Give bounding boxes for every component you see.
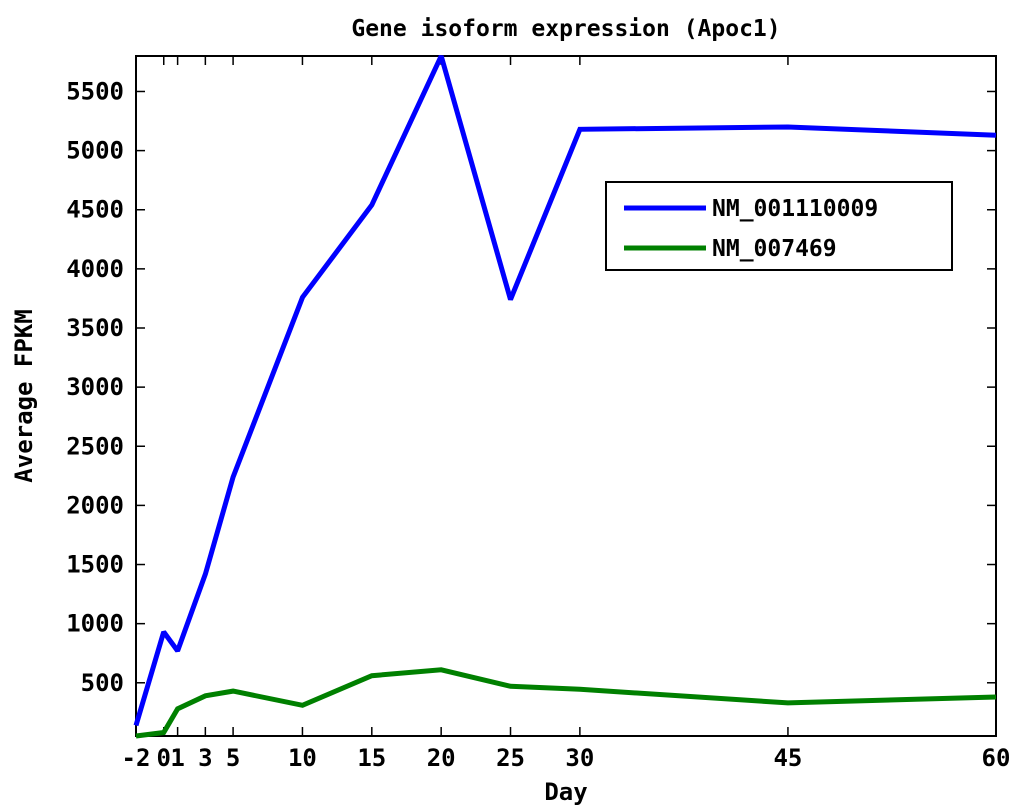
y-tick-label: 3500 bbox=[66, 314, 124, 342]
series-line-1 bbox=[133, 54, 997, 727]
series-lines bbox=[133, 54, 997, 739]
x-tick-label: 30 bbox=[565, 744, 594, 772]
x-axis-title: Day bbox=[544, 778, 587, 806]
y-tick-label: 2000 bbox=[66, 491, 124, 519]
y-tick-label: 4500 bbox=[66, 196, 124, 224]
x-tick-label: 5 bbox=[226, 744, 240, 772]
x-tick-labels: -2 0 1 3 5 10 15 20 25 30 45 60 bbox=[122, 744, 1011, 772]
y-axis-title: Average FPKM bbox=[10, 309, 38, 482]
x-tick-label: 15 bbox=[357, 744, 386, 772]
y-tick-label: 2500 bbox=[66, 432, 124, 460]
legend: NM_001110009 NM_007469 bbox=[605, 181, 953, 271]
x-tick-label: 45 bbox=[773, 744, 802, 772]
x-tick-label: 20 bbox=[427, 744, 456, 772]
axis-ticks bbox=[135, 56, 997, 736]
y-tick-label: 4000 bbox=[66, 255, 124, 283]
x-tick-label: 25 bbox=[496, 744, 525, 772]
y-tick-label: 5000 bbox=[66, 137, 124, 165]
x-tick-label: 3 bbox=[198, 744, 212, 772]
y-tick-label: 5500 bbox=[66, 77, 124, 105]
legend-box bbox=[605, 181, 953, 271]
x-tick-label: 0 bbox=[157, 744, 171, 772]
x-tick-label: 1 bbox=[170, 744, 184, 772]
x-tick-label: -2 bbox=[122, 744, 151, 772]
y-tick-label: 500 bbox=[81, 669, 124, 697]
y-tick-label: 1500 bbox=[66, 551, 124, 579]
x-tick-label: 10 bbox=[288, 744, 317, 772]
legend-label-series-1: NM_001110009 bbox=[712, 196, 878, 222]
x-tick-label: 60 bbox=[982, 744, 1011, 772]
series-line-2 bbox=[135, 667, 997, 739]
chart-title: Gene isoform expression (Apoc1) bbox=[351, 16, 780, 42]
y-tick-label: 1000 bbox=[66, 610, 124, 638]
y-tick-labels: 500 1000 1500 2000 2500 3000 3500 4000 4500 5000 5… bbox=[66, 77, 124, 696]
legend-label-series-2: NM_007469 bbox=[712, 236, 837, 262]
y-tick-label: 3000 bbox=[66, 373, 124, 401]
